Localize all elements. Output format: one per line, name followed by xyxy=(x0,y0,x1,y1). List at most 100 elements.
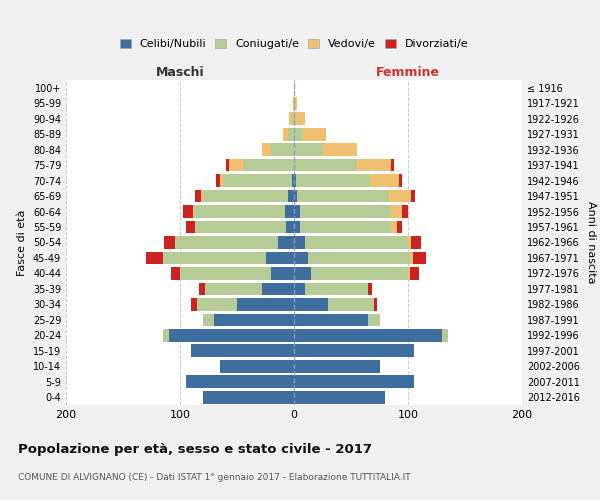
Bar xyxy=(200,190,203,202)
Bar xyxy=(191,298,197,310)
Bar xyxy=(294,112,296,125)
Bar xyxy=(285,205,294,218)
Bar xyxy=(289,112,292,125)
Bar xyxy=(294,236,305,249)
Bar xyxy=(300,205,391,218)
Bar xyxy=(293,97,294,110)
Bar xyxy=(356,159,391,172)
Bar xyxy=(323,144,356,156)
Bar xyxy=(294,282,305,296)
Bar xyxy=(184,205,193,218)
Bar xyxy=(203,314,214,326)
Bar xyxy=(271,144,294,156)
Bar xyxy=(397,220,403,234)
Bar xyxy=(413,252,426,264)
Bar xyxy=(296,112,305,125)
Bar xyxy=(368,314,380,326)
Bar xyxy=(305,282,368,296)
Text: COMUNE DI ALVIGNANO (CE) - Dati ISTAT 1° gennaio 2017 - Elaborazione TUTTITALIA.: COMUNE DI ALVIGNANO (CE) - Dati ISTAT 1°… xyxy=(18,472,410,482)
Text: Femmine: Femmine xyxy=(376,66,440,79)
Bar xyxy=(171,267,180,280)
Bar xyxy=(283,128,289,140)
Bar xyxy=(186,220,195,234)
Bar xyxy=(186,376,294,388)
Bar xyxy=(278,236,294,249)
Bar xyxy=(305,236,408,249)
Bar xyxy=(292,112,294,125)
Bar xyxy=(294,267,311,280)
Bar xyxy=(175,236,278,249)
Bar xyxy=(220,360,294,372)
Bar xyxy=(311,267,408,280)
Bar xyxy=(408,267,410,280)
Bar xyxy=(294,360,380,372)
Bar xyxy=(289,128,294,140)
Bar xyxy=(223,174,292,187)
Bar xyxy=(294,190,298,202)
Y-axis label: Anni di nascita: Anni di nascita xyxy=(586,201,596,284)
Bar xyxy=(195,220,286,234)
Bar xyxy=(229,159,242,172)
Bar xyxy=(203,391,294,404)
Bar xyxy=(294,391,385,404)
Text: Maschi: Maschi xyxy=(155,66,205,79)
Bar xyxy=(391,205,402,218)
Bar xyxy=(163,252,265,264)
Bar xyxy=(265,252,294,264)
Bar xyxy=(368,282,371,296)
Bar xyxy=(296,174,370,187)
Bar xyxy=(294,159,356,172)
Bar xyxy=(391,159,394,172)
Bar xyxy=(169,329,294,342)
Bar xyxy=(412,190,415,202)
Bar xyxy=(294,128,303,140)
Bar xyxy=(220,174,223,187)
Bar xyxy=(294,298,328,310)
Bar xyxy=(242,159,294,172)
Bar xyxy=(389,190,412,202)
Bar xyxy=(217,174,220,187)
Bar xyxy=(399,174,403,187)
Bar xyxy=(391,220,397,234)
Bar xyxy=(442,329,448,342)
Bar xyxy=(370,174,399,187)
Bar xyxy=(298,190,389,202)
Bar xyxy=(203,190,289,202)
Bar xyxy=(410,252,413,264)
Bar xyxy=(289,190,294,202)
Bar xyxy=(294,252,308,264)
Bar xyxy=(408,236,412,249)
Bar xyxy=(300,220,391,234)
Bar xyxy=(194,205,285,218)
Bar xyxy=(164,236,175,249)
Bar xyxy=(146,252,163,264)
Bar xyxy=(205,282,262,296)
Bar xyxy=(163,329,169,342)
Bar xyxy=(214,314,294,326)
Bar xyxy=(286,220,294,234)
Bar xyxy=(226,159,229,172)
Legend: Celibi/Nubili, Coniugati/e, Vedovi/e, Divorziati/e: Celibi/Nubili, Coniugati/e, Vedovi/e, Di… xyxy=(118,37,470,52)
Bar xyxy=(410,267,419,280)
Bar xyxy=(308,252,410,264)
Bar xyxy=(195,190,200,202)
Bar xyxy=(303,128,326,140)
Bar xyxy=(180,267,271,280)
Bar xyxy=(237,298,294,310)
Bar xyxy=(294,144,323,156)
Bar xyxy=(292,174,294,187)
Bar xyxy=(191,344,294,357)
Text: Popolazione per età, sesso e stato civile - 2017: Popolazione per età, sesso e stato civil… xyxy=(18,442,372,456)
Bar xyxy=(328,298,374,310)
Bar xyxy=(197,298,237,310)
Bar xyxy=(294,376,414,388)
Bar xyxy=(294,82,295,94)
Bar xyxy=(262,282,294,296)
Bar xyxy=(403,205,408,218)
Bar xyxy=(199,282,205,296)
Bar xyxy=(294,174,296,187)
Y-axis label: Fasce di età: Fasce di età xyxy=(17,210,27,276)
Bar xyxy=(294,329,442,342)
Bar xyxy=(271,267,294,280)
Bar xyxy=(374,298,377,310)
